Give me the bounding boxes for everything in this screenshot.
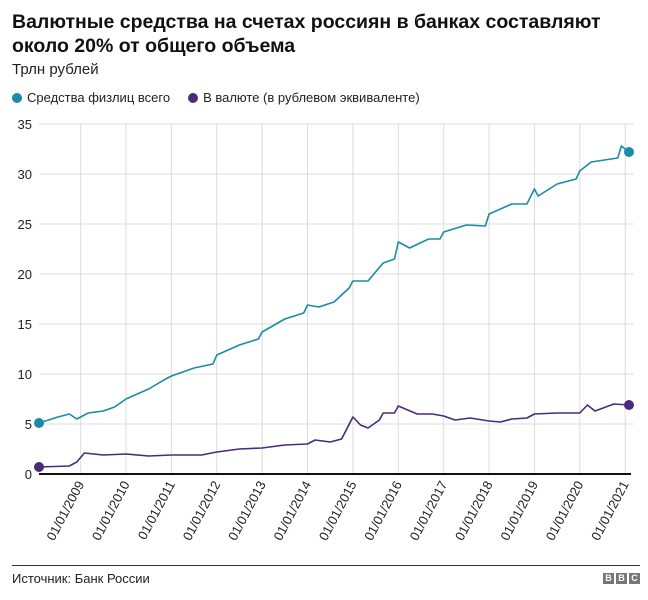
x-tick-label: 01/01/2010 xyxy=(89,478,133,543)
legend-item-currency: В валюте (в рублевом эквиваленте) xyxy=(188,90,420,105)
x-tick-label: 01/01/2015 xyxy=(316,478,360,543)
y-tick-label: 30 xyxy=(18,167,32,182)
source-note: Источник: Банк России xyxy=(12,571,150,586)
legend-label: Средства физлиц всего xyxy=(27,90,171,105)
legend-item-total: Средства физлиц всего xyxy=(12,90,170,105)
footer-divider xyxy=(12,565,640,566)
series-end-point xyxy=(624,400,634,410)
series-line-1 xyxy=(38,403,630,468)
x-tick-label: 01/01/2011 xyxy=(135,478,178,542)
y-tick-label: 10 xyxy=(18,367,32,382)
x-tick-label: 01/01/2013 xyxy=(225,478,269,543)
legend-label: В валюте (в рублевом эквиваленте) xyxy=(203,90,420,105)
x-tick-label: 01/01/2016 xyxy=(361,478,405,543)
series-line-0 xyxy=(38,145,630,424)
y-tick-label: 25 xyxy=(18,217,32,232)
series-start-point xyxy=(34,418,44,428)
x-tick-label: 01/01/2017 xyxy=(407,478,451,543)
chart-subtitle: Трлн рублей xyxy=(12,61,99,78)
x-tick-label: 01/01/2019 xyxy=(497,478,541,543)
x-tick-label: 01/01/2009 xyxy=(43,478,87,543)
legend-dot-icon xyxy=(12,92,22,103)
y-tick-label: 20 xyxy=(18,267,32,282)
y-tick-label: 35 xyxy=(18,117,32,132)
x-tick-label: 01/01/2012 xyxy=(180,478,224,543)
y-tick-label: 5 xyxy=(25,417,32,432)
y-tick-label: 0 xyxy=(25,467,32,482)
series-end-point xyxy=(624,147,634,157)
x-tick-label: 01/01/2014 xyxy=(270,478,314,543)
y-tick-label: 15 xyxy=(18,317,32,332)
x-tick-label: 01/01/2021 xyxy=(588,478,632,543)
legend: Средства физлиц всего В валюте (в рублев… xyxy=(12,90,420,105)
x-tick-label: 01/01/2020 xyxy=(543,478,587,543)
legend-dot-icon xyxy=(188,92,199,103)
series-start-point xyxy=(34,462,44,472)
chart-title: Валютные средства на счетах россиян в ба… xyxy=(12,11,601,57)
x-tick-label: 01/01/2018 xyxy=(452,478,496,543)
